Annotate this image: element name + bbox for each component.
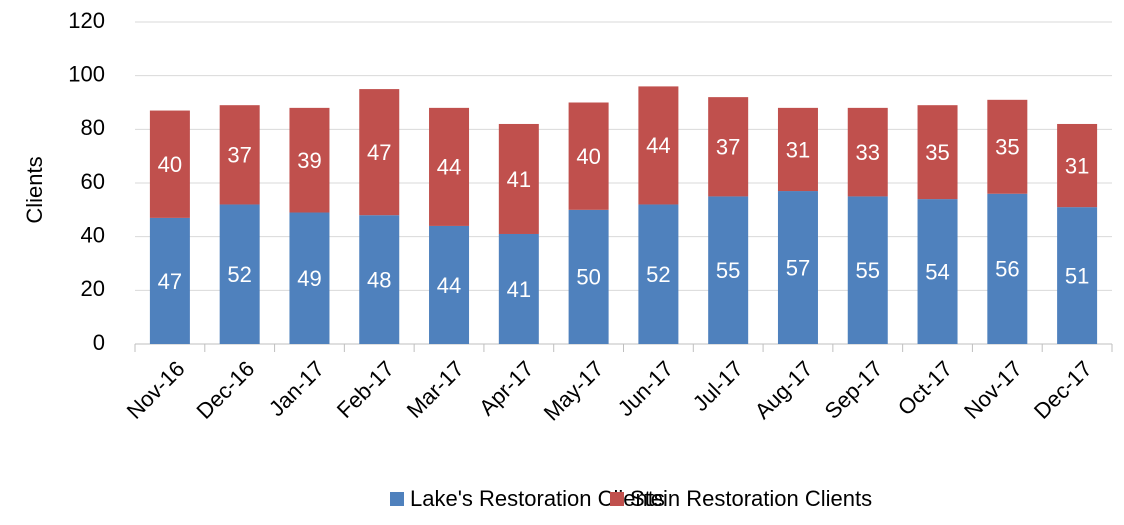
bar-segment [359, 89, 400, 216]
data-label: 44 [437, 155, 461, 180]
bar-segment [289, 212, 330, 344]
data-label: 40 [576, 144, 600, 169]
bar-segment [708, 196, 749, 344]
data-label: 57 [786, 255, 810, 280]
x-tick-label: Apr-17 [474, 356, 538, 420]
bar-segment [568, 102, 609, 210]
y-tick-label: 80 [81, 115, 105, 140]
data-label: 56 [995, 257, 1019, 282]
legend-label: Stein Restoration Clients [630, 486, 872, 511]
data-label: 44 [646, 133, 670, 158]
data-label: 33 [856, 140, 880, 165]
y-tick-label: 0 [93, 330, 105, 355]
bar-segment [638, 204, 679, 344]
bar-segment [498, 233, 539, 344]
data-label: 55 [856, 258, 880, 283]
bar-segment [777, 191, 818, 344]
data-label: 54 [925, 259, 949, 284]
x-tick-label: Mar-17 [402, 356, 469, 423]
y-axis-label: Clients [22, 156, 47, 223]
y-tick-label: 120 [68, 8, 105, 33]
bar-segment [429, 107, 470, 226]
y-tick-label: 100 [68, 61, 105, 86]
legend-label: Lake's Restoration Clients [410, 486, 665, 511]
data-label: 47 [367, 140, 391, 165]
bar-segment [987, 193, 1028, 344]
data-label: 55 [716, 258, 740, 283]
data-label: 41 [507, 167, 531, 192]
bar-segment [777, 107, 818, 192]
data-label: 41 [507, 277, 531, 302]
bar-segment [149, 110, 190, 218]
bar-segment [847, 107, 888, 197]
bar-segment [708, 97, 749, 197]
data-label: 44 [437, 273, 461, 298]
bar-segment [359, 215, 400, 344]
data-label: 39 [297, 148, 321, 173]
bar-segment [917, 105, 958, 200]
data-label: 31 [786, 137, 810, 162]
data-label: 31 [1065, 153, 1089, 178]
x-tick-label: Aug-17 [750, 356, 818, 424]
x-tick-label: Dec-17 [1029, 356, 1097, 424]
bar-segment [289, 107, 330, 213]
data-label: 47 [158, 269, 182, 294]
bar-segment [149, 217, 190, 344]
bar-segment [498, 123, 539, 234]
x-tick-label: Feb-17 [332, 356, 399, 423]
data-label: 49 [297, 266, 321, 291]
bar-segment [638, 86, 679, 205]
bar-segment [568, 209, 609, 344]
data-label: 35 [925, 140, 949, 165]
x-tick-label: Oct-17 [893, 356, 957, 420]
x-tick-label: Dec-16 [191, 356, 259, 424]
data-label: 48 [367, 267, 391, 292]
data-label: 35 [995, 135, 1019, 160]
data-label: 52 [227, 262, 251, 287]
data-label: 52 [646, 262, 670, 287]
legend-swatch [610, 492, 624, 506]
data-label: 40 [158, 152, 182, 177]
y-tick-label: 40 [81, 222, 105, 247]
data-label: 37 [227, 143, 251, 168]
bar-segment [219, 105, 260, 205]
bar-segment [429, 225, 470, 344]
data-label: 37 [716, 135, 740, 160]
bar-segment [1057, 123, 1098, 208]
y-tick-label: 20 [81, 276, 105, 301]
x-tick-label: Nov-17 [959, 356, 1027, 424]
bar-segment [847, 196, 888, 344]
bar-segment [1057, 207, 1098, 344]
bar-segment [917, 199, 958, 344]
data-label: 51 [1065, 263, 1089, 288]
data-label: 50 [576, 265, 600, 290]
x-tick-label: Nov-16 [122, 356, 190, 424]
x-tick-label: Sep-17 [820, 356, 888, 424]
x-tick-label: May-17 [539, 356, 609, 426]
x-tick-label: Jul-17 [688, 356, 748, 416]
legend-swatch [390, 492, 404, 506]
bar-segment [219, 204, 260, 344]
x-tick-label: Jun-17 [613, 356, 678, 421]
bar-segment [987, 99, 1028, 194]
x-tick-label: Jan-17 [264, 356, 329, 421]
y-tick-label: 60 [81, 169, 105, 194]
